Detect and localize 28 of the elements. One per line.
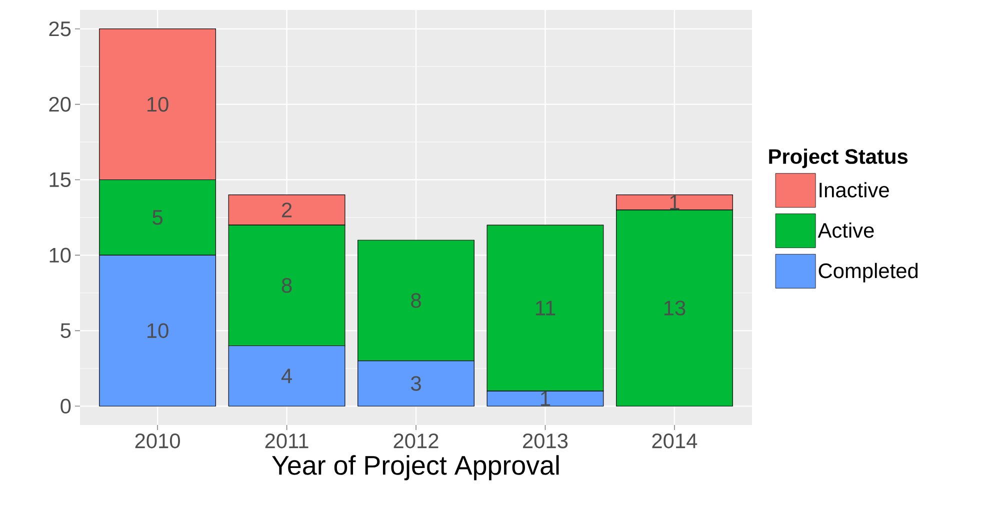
legend-label: Inactive	[820, 182, 889, 198]
legend-title: Project Status	[769, 148, 908, 168]
data-label: 1	[541, 391, 550, 406]
y-tick-label: 20	[49, 96, 71, 112]
y-tick-label: 15	[50, 172, 71, 188]
data-label: 2	[282, 202, 292, 218]
data-label: 4	[281, 368, 292, 384]
data-label: 5	[152, 210, 162, 225]
data-label: 10	[148, 96, 168, 112]
y-tick-label: 0	[60, 398, 71, 414]
x-tick-label: 2012	[394, 434, 438, 448]
data-label: 13	[664, 300, 686, 316]
data-label: 1	[670, 195, 680, 210]
x-tick-label: 2014	[652, 434, 698, 448]
data-label: 3	[410, 376, 421, 391]
x-tick-label: 2013	[523, 434, 568, 448]
data-label: 8	[282, 278, 292, 293]
legend-label: Active	[818, 222, 874, 238]
legend-label: Completed	[818, 262, 918, 282]
data-label: 10	[148, 323, 168, 338]
y-tick-label: 5	[60, 323, 71, 338]
x-axis-title: Year of Project Approval	[272, 455, 559, 480]
data-label: 11	[536, 300, 556, 316]
y-tick-label: 25	[49, 21, 71, 36]
x-tick-label: 2010	[135, 434, 180, 448]
x-tick-label: 2011	[265, 434, 308, 448]
y-tick-label: 10	[50, 248, 71, 263]
data-label: 8	[411, 293, 421, 308]
